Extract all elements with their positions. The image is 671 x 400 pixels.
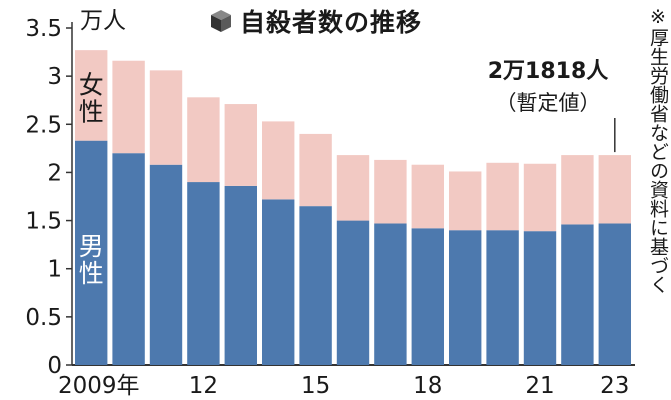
bar-female-2012 <box>187 97 220 183</box>
y-tick-label: 1.5 <box>25 209 62 235</box>
y-tick-label: 0 <box>47 353 62 379</box>
source-note: ※厚生労働省などの資料に基づく <box>647 6 669 294</box>
x-tick-label: 18 <box>413 373 442 399</box>
x-tick-label: 2009年 <box>58 373 140 399</box>
bar-male-2020 <box>486 230 519 365</box>
bar-male-2016 <box>336 220 370 365</box>
bar-female-2021 <box>523 163 557 232</box>
bar-male-2014 <box>262 199 295 365</box>
bar-male-2019 <box>449 230 482 365</box>
bar-female-2017 <box>374 159 407 224</box>
bar-female-2016 <box>336 155 370 221</box>
bar-male-2021 <box>523 231 557 365</box>
bar-male-2012 <box>187 182 220 365</box>
bar-female-2018 <box>411 164 444 229</box>
bar-female-2010 <box>112 60 145 154</box>
bar-female-2014 <box>262 121 295 200</box>
bar-female-2020 <box>486 162 519 231</box>
x-tick-label: 15 <box>301 373 330 399</box>
x-tick-label: 23 <box>600 373 629 399</box>
bar-male-2023 <box>598 223 631 365</box>
bar-female-2022 <box>561 155 594 225</box>
bar-male-2018 <box>411 228 444 365</box>
y-tick-label: 3.5 <box>25 16 62 42</box>
bar-female-2019 <box>449 171 482 231</box>
annotation-total: 2万1818人 <box>488 59 609 84</box>
y-tick-label: 3 <box>47 64 62 90</box>
bar-female-2023 <box>598 155 631 224</box>
bar-male-2017 <box>374 223 407 365</box>
bar-male-2011 <box>149 164 183 365</box>
cube-icon <box>211 10 231 32</box>
y-tick-label: 0.5 <box>25 305 62 331</box>
bar-male-2009 <box>75 140 108 365</box>
y-tick-label: 2.5 <box>25 112 62 138</box>
bar-female-2011 <box>149 70 183 165</box>
legend-label-male: 男性 <box>79 232 104 288</box>
bar-female-2015 <box>299 133 332 207</box>
bar-male-2022 <box>561 224 594 365</box>
x-tick-label: 12 <box>189 373 218 399</box>
annotation-provisional: （暫定値） <box>496 91 601 115</box>
x-tick-label: 21 <box>525 373 554 399</box>
y-tick-label: 1 <box>47 257 62 283</box>
bar-female-2009 <box>75 50 108 141</box>
bar-male-2013 <box>224 185 257 365</box>
legend-label-female: 女性 <box>79 70 104 126</box>
y-tick-label: 2 <box>47 160 62 186</box>
y-unit-label: 万人 <box>80 8 126 34</box>
chart-title: 自殺者数の推移 <box>208 4 422 38</box>
bar-male-2015 <box>299 206 332 365</box>
bar-female-2013 <box>224 104 257 186</box>
bar-male-2010 <box>112 153 145 365</box>
